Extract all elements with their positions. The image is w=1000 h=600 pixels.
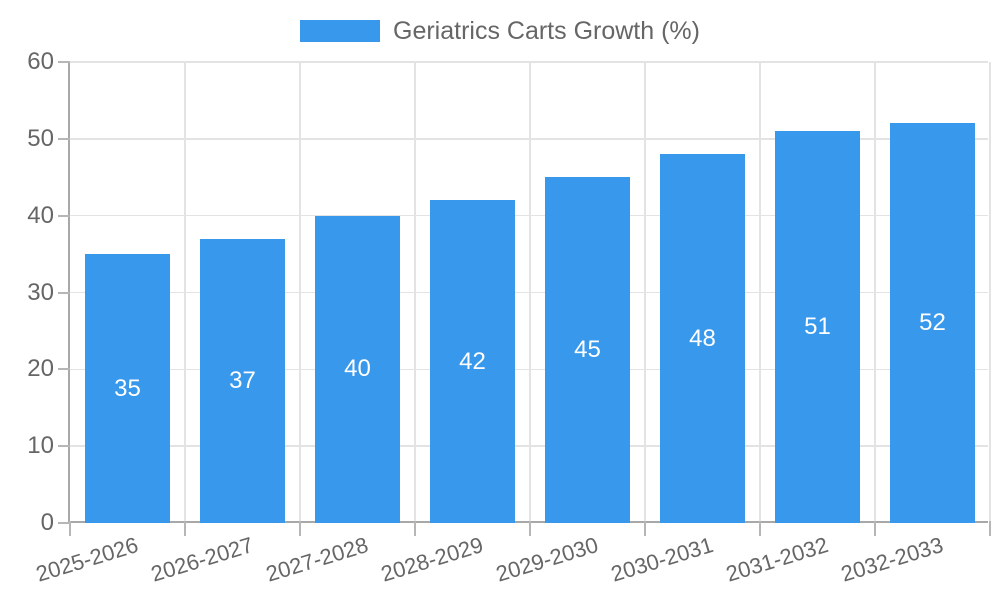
y-axis-label: 50 xyxy=(27,124,54,152)
x-axis-tick xyxy=(69,521,71,536)
legend[interactable]: Geriatrics Carts Growth (%) xyxy=(0,18,1000,44)
bar[interactable] xyxy=(430,200,515,523)
gridline-horizontal xyxy=(70,138,988,140)
bar[interactable] xyxy=(200,238,285,523)
y-axis-tick xyxy=(58,291,70,294)
gridline-horizontal xyxy=(70,368,988,371)
x-axis-tick xyxy=(414,521,416,536)
x-axis-tick xyxy=(759,521,761,536)
bar[interactable] xyxy=(890,123,975,523)
bar[interactable] xyxy=(545,177,630,523)
x-axis-tick xyxy=(989,521,991,536)
y-axis-label: 20 xyxy=(27,355,54,383)
y-axis-tick xyxy=(58,214,70,217)
bar[interactable] xyxy=(775,131,860,523)
bar[interactable] xyxy=(660,154,745,523)
x-axis-tick xyxy=(874,521,876,536)
x-axis-tick xyxy=(184,521,186,536)
bar[interactable] xyxy=(315,215,400,523)
x-axis-tick xyxy=(299,521,301,536)
gridline-vertical xyxy=(989,62,991,521)
gridline-vertical xyxy=(759,62,761,521)
gridline-vertical xyxy=(529,62,531,521)
gridline-horizontal xyxy=(70,61,988,63)
gridline-horizontal xyxy=(70,214,988,217)
y-axis-label: 10 xyxy=(27,432,54,460)
x-axis-tick xyxy=(529,521,531,536)
y-axis-tick xyxy=(58,137,70,140)
gridline-vertical xyxy=(644,62,646,521)
bar[interactable] xyxy=(85,254,170,523)
legend-label: Geriatrics Carts Growth (%) xyxy=(393,17,700,45)
gridline-vertical xyxy=(299,62,301,521)
y-axis-tick xyxy=(58,368,70,371)
y-axis-label: 0 xyxy=(40,509,54,536)
y-axis-tick xyxy=(58,522,70,524)
gridline-vertical xyxy=(184,62,186,521)
gridline-horizontal xyxy=(70,291,988,294)
y-axis-label: 30 xyxy=(27,278,54,306)
plot-area: 0 10 20 30 40 50 60 35 2025-2026 37 2026-2027 40 202… xyxy=(27,49,991,587)
gridline-vertical xyxy=(414,62,416,521)
y-axis-tick xyxy=(58,445,70,448)
legend-swatch xyxy=(300,20,380,42)
gridline-vertical xyxy=(874,62,876,521)
gridline-horizontal xyxy=(70,445,988,447)
x-axis-tick xyxy=(644,521,646,536)
y-axis-tick xyxy=(58,61,70,63)
y-axis-label: 60 xyxy=(27,48,54,75)
y-axis-label: 40 xyxy=(27,201,54,229)
